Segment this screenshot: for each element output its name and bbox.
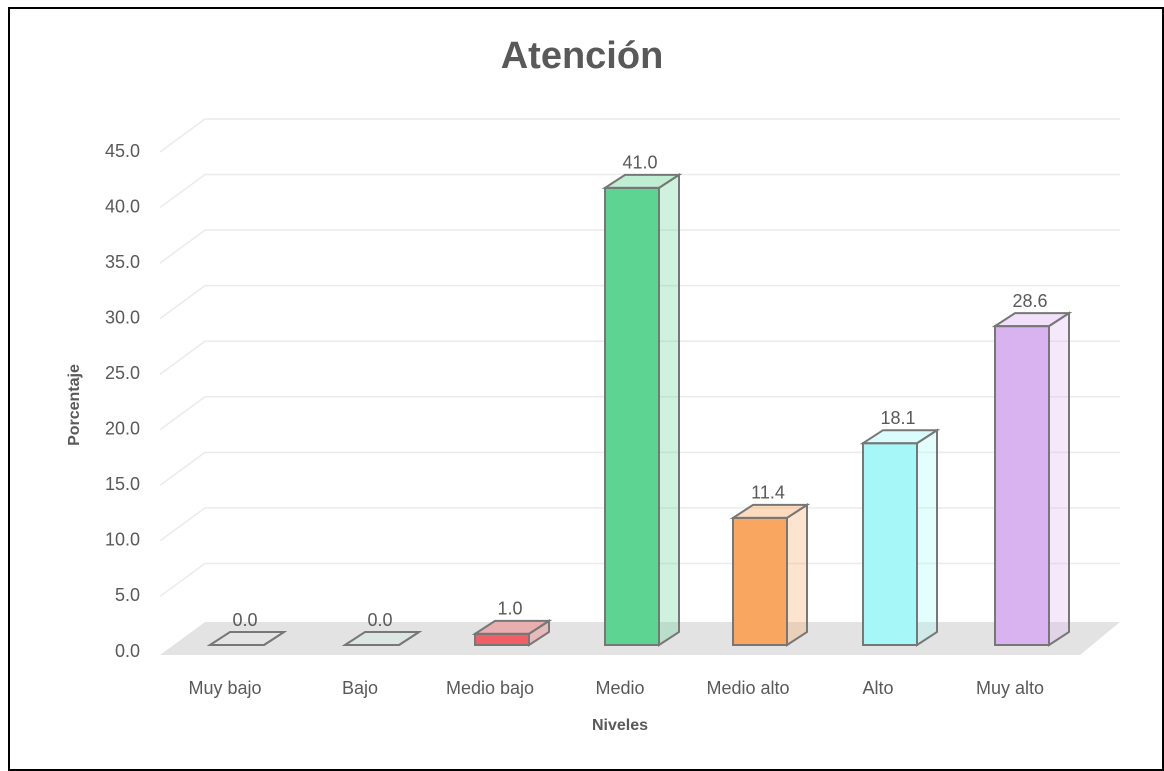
bar-side [658,173,680,647]
x-tick-label: Muy alto [976,678,1044,698]
x-axis-title: Niveles [592,717,648,734]
x-tick-label: Medio alto [706,678,789,698]
x-tick-label: Alto [862,678,893,698]
value-label: 11.4 [751,483,785,503]
y-tick-label: 35.0 [105,252,140,272]
bar-side [916,428,938,647]
y-tick-label: 10.0 [105,530,140,550]
grid-line [159,451,1120,486]
bar-top [206,631,288,646]
value-label: 0.0 [232,610,257,630]
y-tick-label: 40.0 [105,196,140,216]
bar-side [1048,311,1070,647]
grid-line [159,173,1120,209]
bar-side [786,503,808,647]
y-tick-label: 0.0 [115,641,140,661]
y-tick-label: 30.0 [105,307,140,327]
x-tick-label: Medio bajo [446,678,534,698]
value-label: 28.6 [1012,291,1047,311]
grid-line [159,562,1120,598]
x-tick-label: Bajo [342,678,378,698]
bar [474,632,530,647]
y-tick-label: 5.0 [115,585,140,605]
grid-line [159,118,1120,153]
grid-line [159,396,1120,431]
grid-line [159,229,1120,264]
bar-top [601,173,683,189]
bar [604,186,660,646]
bar-top [991,312,1073,328]
chart-frame [8,7,1164,771]
bar-top [341,631,423,646]
chart-title: Atención [501,35,664,77]
bar [732,516,788,646]
bar-top [729,503,811,519]
y-axis-title: Porcentaje [66,364,83,446]
value-label: 18.1 [880,408,915,428]
value-label: 1.0 [497,599,522,619]
x-tick-label: Muy bajo [188,678,261,698]
grid-line [159,340,1120,375]
y-tick-label: 15.0 [105,474,140,494]
grid-line [159,507,1120,542]
y-tick-label: 25.0 [105,363,140,383]
y-tick-label: 20.0 [105,419,140,439]
value-label: 0.0 [367,610,392,630]
bar [862,442,918,646]
bar-top [859,429,941,445]
value-label: 41.0 [622,153,657,173]
y-tick-label: 45.0 [105,141,140,161]
x-tick-label: Medio [595,678,644,698]
grid-line [159,284,1120,320]
bar [994,325,1050,646]
bar-top [471,619,553,635]
